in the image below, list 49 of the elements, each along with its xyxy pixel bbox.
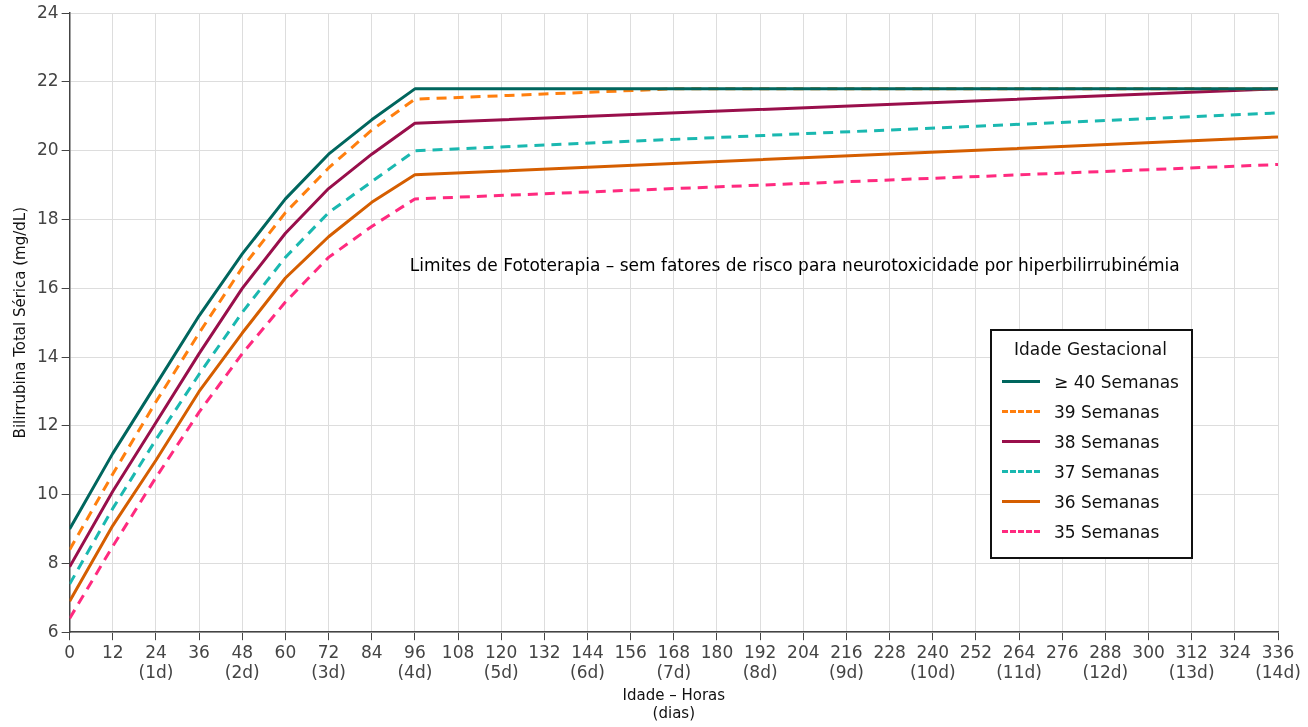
annotation: Limites de Fototerapia – sem fatores de risco para neurotoxicidade por hiperbilirrubinémia — [409, 254, 1180, 275]
x-tick-label: 144 (6d) — [570, 641, 605, 683]
y-tick-label: 12 — [36, 414, 59, 435]
x-tick-label: 12 — [101, 641, 124, 662]
y-tick-label: 22 — [36, 70, 59, 91]
y-tick-label: 24 — [36, 1, 59, 22]
y-tick-label: 10 — [36, 483, 59, 504]
x-tick-label: 156 — [614, 641, 647, 662]
x-tick-label: 108 — [441, 641, 475, 662]
x-tick-label: 24 (1d) — [138, 641, 174, 683]
x-tick-label: 84 — [360, 641, 383, 662]
x-tick-label: 36 — [188, 641, 210, 662]
x-tick-label: 252 — [959, 641, 993, 662]
x-tick-label: 300 — [1132, 641, 1165, 662]
x-tick-label: 336 (14d) — [1255, 641, 1301, 683]
y-tick-label: 16 — [36, 276, 59, 297]
y-tick-label: 6 — [47, 620, 59, 641]
x-tick-label: 60 — [274, 641, 297, 662]
x-tick-label: 180 — [700, 641, 734, 662]
legend-label: ≥ 40 Semanas — [1054, 371, 1179, 392]
y-tick-label: 20 — [36, 139, 59, 160]
x-tick-label: 228 — [873, 641, 906, 662]
x-tick-label: 288 (12d) — [1082, 641, 1129, 683]
legend-label: 35 Semanas — [1054, 521, 1160, 542]
x-tick-label: 168 (7d) — [656, 641, 692, 683]
x-tick-label: 132 — [528, 641, 561, 662]
x-tick-label: 240 (10d) — [909, 641, 956, 683]
x-tick-label: 0 — [64, 641, 76, 662]
x-axis-title: Idade – Horas (dias) — [622, 685, 726, 722]
x-tick-label: 72 (3d) — [311, 641, 347, 683]
x-tick-label: 264 (11d) — [996, 641, 1042, 683]
legend-label: 39 Semanas — [1054, 401, 1160, 422]
y-tick-label: 18 — [36, 207, 59, 228]
y-tick-label: 8 — [47, 551, 59, 572]
x-tick-label: 96 (4d) — [397, 641, 433, 683]
x-tick-label: 324 — [1218, 641, 1252, 662]
y-tick-label: 14 — [36, 345, 59, 366]
y-axis-title: Bilirrubina Total Sérica (mg/dL) — [10, 207, 29, 439]
legend-label: 38 Semanas — [1054, 431, 1160, 452]
legend-label: 36 Semanas — [1054, 491, 1160, 512]
legend-title: Idade Gestacional — [1013, 338, 1168, 359]
x-tick-label: 120 (5d) — [483, 641, 519, 683]
x-tick-label: 276 — [1045, 641, 1079, 662]
x-tick-label: 48 (2d) — [224, 641, 260, 683]
x-tick-label: 312 (13d) — [1168, 641, 1215, 683]
legend-label: 37 Semanas — [1054, 461, 1160, 482]
x-tick-label: 216 (9d) — [829, 641, 864, 683]
x-tick-label: 192 (8d) — [742, 641, 778, 683]
x-tick-label: 204 — [787, 641, 820, 662]
